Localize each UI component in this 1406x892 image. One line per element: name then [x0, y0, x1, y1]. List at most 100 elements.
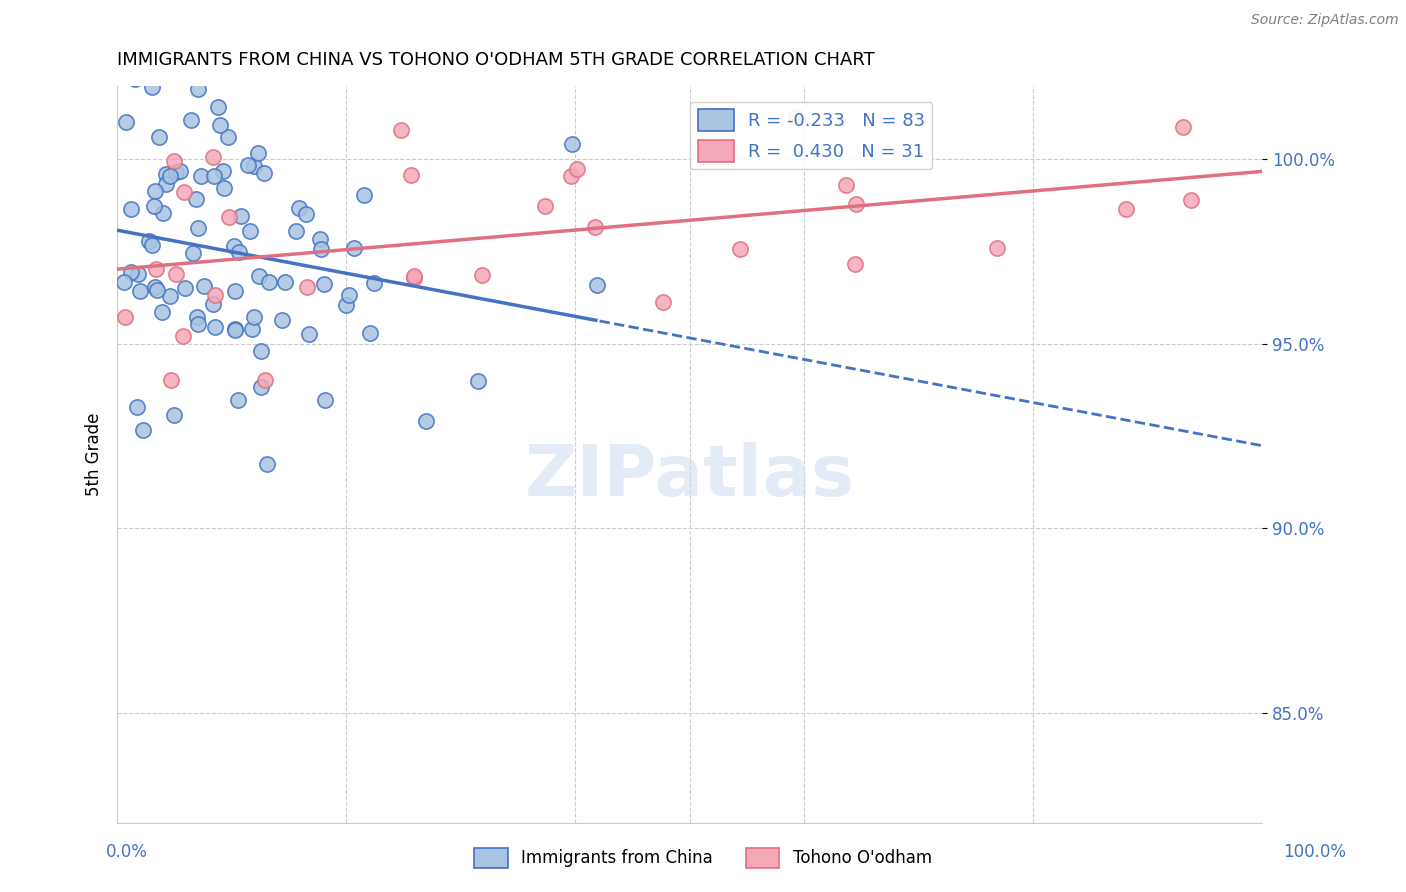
Point: [159, 373, 181, 387]
Point: [314, 277, 336, 291]
Point: [112, 275, 135, 289]
Point: [181, 246, 204, 260]
Point: [155, 167, 177, 181]
Point: [236, 158, 259, 172]
Text: ZIPatlas: ZIPatlas: [524, 442, 855, 511]
Point: [187, 221, 209, 235]
Point: [120, 202, 142, 216]
Point: [343, 241, 366, 255]
Point: [240, 322, 263, 336]
Point: [359, 326, 381, 340]
Text: Source: ZipAtlas.com: Source: ZipAtlas.com: [1251, 13, 1399, 28]
Point: [298, 326, 321, 341]
Point: [274, 275, 297, 289]
Point: [186, 310, 208, 324]
Point: [399, 168, 422, 182]
Point: [224, 322, 246, 336]
Point: [173, 185, 195, 199]
Point: [288, 201, 311, 215]
Point: [186, 192, 208, 206]
Point: [190, 169, 212, 183]
Point: [222, 238, 245, 252]
Point: [165, 267, 187, 281]
Point: [114, 310, 136, 325]
Point: [247, 268, 270, 283]
Point: [152, 206, 174, 220]
Point: [1171, 120, 1194, 135]
Point: [257, 275, 280, 289]
Point: [208, 118, 231, 132]
Point: [207, 99, 229, 113]
Point: [295, 207, 318, 221]
Point: [533, 199, 555, 213]
Point: [212, 164, 235, 178]
Point: [159, 169, 181, 183]
Point: [224, 323, 246, 337]
Point: [214, 181, 236, 195]
Legend: R = -0.233   N = 83, R =  0.430   N = 31: R = -0.233 N = 83, R = 0.430 N = 31: [690, 102, 932, 169]
Point: [202, 169, 225, 184]
Point: [143, 184, 166, 198]
Point: [148, 130, 170, 145]
Point: [253, 373, 276, 387]
Point: [1115, 202, 1137, 217]
Text: IMMIGRANTS FROM CHINA VS TOHONO O'ODHAM 5TH GRADE CORRELATION CHART: IMMIGRANTS FROM CHINA VS TOHONO O'ODHAM …: [117, 51, 875, 69]
Point: [560, 169, 582, 183]
Point: [141, 238, 163, 252]
Text: 100.0%: 100.0%: [1284, 843, 1346, 861]
Point: [143, 280, 166, 294]
Point: [155, 177, 177, 191]
Point: [253, 165, 276, 179]
Point: [224, 284, 246, 298]
Point: [249, 344, 271, 359]
Text: 0.0%: 0.0%: [105, 843, 148, 861]
Point: [228, 244, 250, 259]
Legend: Immigrants from China, Tohono O'odham: Immigrants from China, Tohono O'odham: [468, 841, 938, 875]
Point: [785, 110, 807, 124]
Point: [986, 242, 1008, 256]
Point: [585, 219, 607, 234]
Point: [404, 269, 426, 284]
Point: [415, 415, 437, 429]
Point: [125, 400, 148, 414]
Point: [243, 159, 266, 173]
Point: [172, 328, 194, 343]
Point: [844, 257, 866, 271]
Point: [132, 424, 155, 438]
Point: [115, 115, 138, 129]
Point: [218, 211, 240, 225]
Y-axis label: 5th Grade: 5th Grade: [86, 413, 103, 496]
Point: [467, 375, 489, 389]
Point: [146, 283, 169, 297]
Point: [180, 112, 202, 127]
Point: [143, 199, 166, 213]
Point: [243, 310, 266, 324]
Point: [204, 288, 226, 302]
Point: [120, 265, 142, 279]
Point: [363, 277, 385, 291]
Point: [127, 268, 149, 282]
Point: [586, 278, 609, 293]
Point: [1180, 193, 1202, 207]
Point: [217, 130, 239, 145]
Point: [295, 280, 318, 294]
Point: [201, 150, 224, 164]
Point: [651, 295, 673, 310]
Point: [231, 209, 253, 223]
Point: [284, 224, 307, 238]
Point: [335, 298, 357, 312]
Point: [250, 379, 273, 393]
Point: [246, 145, 269, 160]
Point: [145, 261, 167, 276]
Point: [835, 178, 858, 193]
Point: [204, 320, 226, 334]
Point: [471, 268, 494, 282]
Point: [187, 318, 209, 332]
Point: [561, 137, 583, 152]
Point: [845, 197, 868, 211]
Point: [138, 234, 160, 248]
Point: [728, 242, 751, 256]
Point: [129, 284, 152, 298]
Point: [163, 409, 186, 423]
Point: [353, 188, 375, 202]
